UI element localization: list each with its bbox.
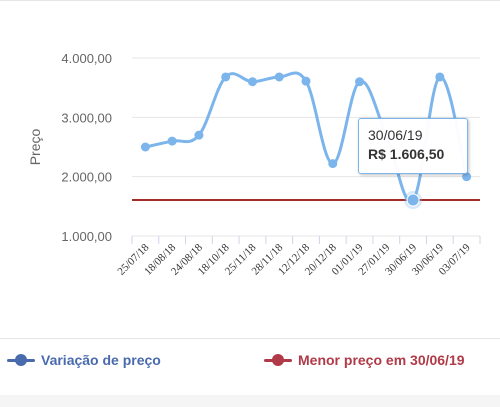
reference-line-icon (264, 353, 292, 367)
price-point (247, 77, 257, 87)
price-chart: 4.000,003.000,002.000,001.000,00Preço25/… (27, 51, 481, 278)
price-point (194, 130, 204, 140)
price-point (328, 159, 338, 169)
price-point (221, 72, 231, 82)
price-point (462, 172, 472, 182)
top-divider (0, 0, 500, 1)
legend-item-lowest-price[interactable]: Menor preço em 30/06/19 (264, 352, 465, 368)
tooltip-date: 30/06/19 (368, 127, 423, 143)
chart-legend: Variação de preço Menor preço em 30/06/1… (0, 348, 500, 376)
price-point-highlighted (406, 193, 420, 207)
price-point (355, 77, 365, 87)
price-point (274, 72, 284, 82)
price-point (301, 76, 311, 86)
price-point (167, 136, 177, 146)
y-tick-label: 2.000,00 (61, 170, 112, 185)
y-tick-label: 3.000,00 (61, 110, 112, 125)
legend-item-price-variation[interactable]: Variação de preço (7, 352, 161, 368)
price-point (435, 72, 445, 82)
tooltip-price: R$ 1.606,50 (368, 146, 445, 162)
legend-label-price-variation: Variação de preço (41, 352, 161, 368)
y-tick-label: 4.000,00 (61, 51, 112, 66)
price-tooltip: 30/06/19 R$ 1.606,50 (358, 118, 468, 174)
y-axis-title: Preço (27, 129, 43, 166)
legend-label-lowest-price: Menor preço em 30/06/19 (298, 352, 465, 368)
series-line-icon (7, 353, 35, 367)
legend-divider (0, 338, 500, 339)
price-point (140, 142, 150, 152)
bottom-band (0, 395, 500, 407)
y-tick-label: 1.000,00 (61, 229, 112, 244)
